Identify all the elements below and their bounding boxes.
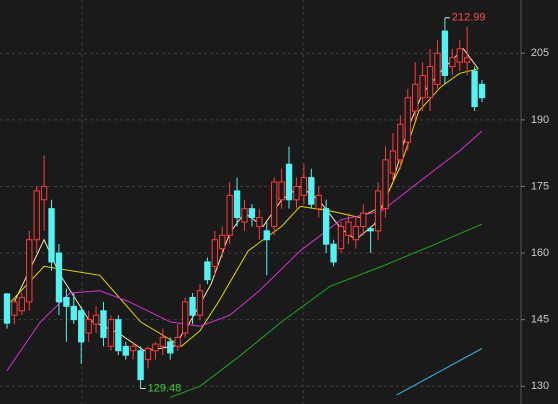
candle-body [107,319,115,347]
candle-body [397,123,404,161]
candle-body [196,290,204,316]
y-tick-label: 130 [531,380,549,392]
candle-body [463,57,471,63]
candle-body [26,239,33,303]
candle-body [78,310,85,343]
candle-body [174,336,181,347]
candle-body [271,181,278,227]
candle-body [181,301,189,334]
candle-body [374,190,382,232]
y-tick-label: 175 [531,180,549,192]
candle-body [144,348,152,361]
candle-body [322,208,330,245]
candle-body [449,57,456,68]
candle-body [115,319,122,352]
candle-body [189,296,196,316]
y-tick-label: 160 [531,247,549,259]
candle-body [404,97,411,143]
candle-body [367,228,374,232]
candle-body [360,212,367,227]
candle-body [330,243,337,263]
moving-average-line [13,48,479,352]
candle-body [478,83,486,99]
candle-body [337,225,345,250]
candle-body [152,343,159,352]
candle-body [345,221,352,236]
min-label: 129.48 [148,382,182,394]
candle-body [471,70,478,108]
candle-body [130,345,137,352]
candle-body [204,261,211,281]
candle-body [441,30,449,76]
candle-body [137,350,144,381]
candle-body [434,52,441,85]
candle-body [122,345,129,356]
candle-body [211,239,218,267]
candle-body [308,177,315,205]
candle-body [233,190,241,219]
candle-body [285,163,293,201]
max-label: 212.99 [452,12,486,24]
candle-body [412,83,419,112]
y-tick-label: 145 [531,314,549,326]
candle-body [300,177,308,196]
candle-body [293,185,300,201]
candle-body [278,181,285,201]
candle-body [226,194,233,236]
candle-body [100,310,107,338]
candle-body [48,208,55,263]
y-tick-label: 190 [531,114,549,126]
candle-body [456,48,463,63]
candle-body [315,194,322,210]
candle-body [248,208,256,219]
candle-body [426,66,434,99]
candle-body [263,230,270,241]
candle-body [18,296,26,312]
candle-body [92,314,100,325]
candle-body [389,150,397,174]
candle-body [33,190,40,241]
candle-body [241,208,248,223]
candle-body [219,234,226,250]
moving-average-line [170,223,483,398]
candle-body [3,293,11,324]
moving-average-line [6,130,483,371]
candle-body [382,159,389,210]
candle-body [159,336,167,347]
candle-body [352,225,359,241]
candle-body [70,305,77,321]
candle-body [256,217,263,227]
y-tick-label: 205 [531,47,549,59]
candle-body [85,319,92,334]
candle-body [419,74,426,99]
candle-body [55,252,63,303]
candle-body [167,341,174,354]
candle-body [40,185,48,201]
candle-body [11,301,18,316]
candle-body [63,296,70,307]
moving-average-line [396,348,483,396]
